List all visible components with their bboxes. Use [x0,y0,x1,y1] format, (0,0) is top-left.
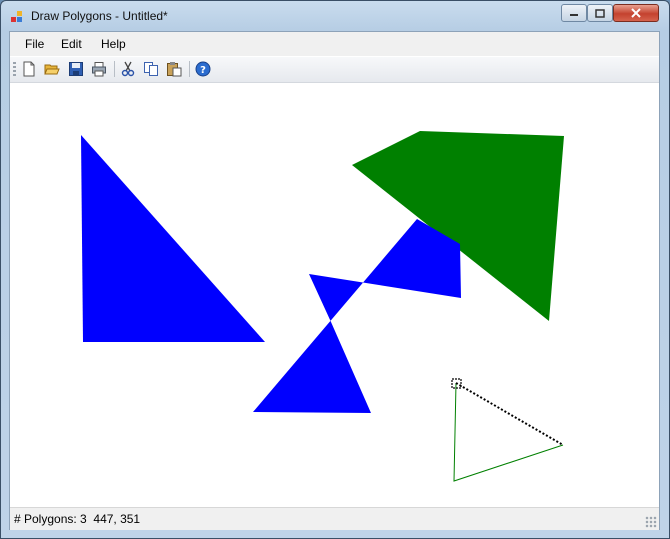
cut-icon[interactable] [120,61,136,77]
close-icon [631,8,641,18]
svg-text:?: ? [200,65,206,76]
print-icon[interactable] [91,61,107,77]
menu-help[interactable]: Help [101,37,126,51]
maximize-icon [595,8,605,18]
drawing-canvas[interactable] [10,83,659,507]
copy-icon[interactable] [143,61,159,77]
toolbar: ? [10,57,659,83]
client-area: File Edit Help [9,31,660,530]
toolbar-grip[interactable] [13,62,16,77]
polygon-green[interactable] [352,131,564,321]
cursor-coordinates: 447, 351 [93,512,141,526]
close-button[interactable] [613,4,659,22]
polygon-surface[interactable] [10,83,659,507]
help-icon[interactable]: ? [195,61,211,77]
open-folder-icon[interactable] [44,61,60,77]
polygon-blue-bowtie[interactable] [253,219,461,413]
status-text: # Polygons: 3 447, 351 [14,512,140,526]
polygon-blue-triangle[interactable] [81,135,265,342]
app-icon [11,11,22,22]
rubber-band-line [455,382,564,446]
window-title: Draw Polygons - Untitled* [31,9,168,23]
vertex-handle[interactable] [451,378,462,389]
size-grip[interactable] [645,516,657,528]
minimize-button[interactable] [561,4,587,22]
save-icon[interactable] [68,61,84,77]
minimize-icon [570,14,578,16]
toolbar-separator [114,61,115,77]
menu-edit[interactable]: Edit [61,37,82,51]
paste-icon[interactable] [166,61,182,77]
toolbar-separator [189,61,190,77]
menu-bar: File Edit Help [10,32,659,56]
menu-file[interactable]: File [25,37,45,51]
status-bar: # Polygons: 3 447, 351 [10,507,659,530]
polygon-in-progress[interactable] [453,382,564,482]
polygon-count: # Polygons: 3 [14,512,87,526]
new-file-icon[interactable] [21,61,37,77]
maximize-button[interactable] [587,4,613,22]
title-bar[interactable]: Draw Polygons - Untitled* [1,1,669,31]
